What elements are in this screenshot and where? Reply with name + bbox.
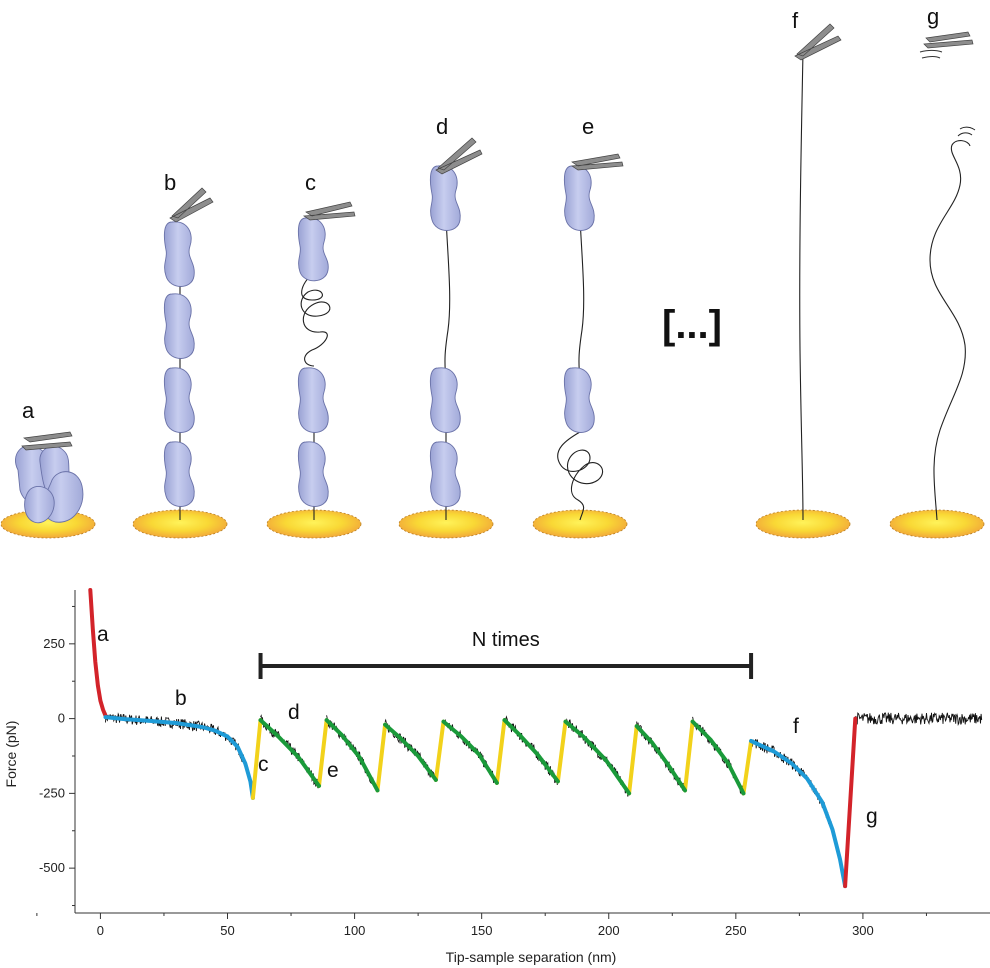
y-tick-label-1: 0 <box>58 711 65 726</box>
x-tick-label-3: 150 <box>471 923 493 938</box>
x-tick-label-4: 200 <box>598 923 620 938</box>
raw-baseline-trace <box>854 712 983 726</box>
substrate-discs <box>0 509 985 539</box>
x-tick-label-6: 300 <box>852 923 874 938</box>
substrate-e <box>532 509 628 539</box>
domain-d2 <box>429 367 461 433</box>
force-chart: 0 50 100 150 200 250 300 250 0 -250 -500 N times a… <box>3 588 990 965</box>
unfold-segment-4 <box>494 718 507 785</box>
domain-e1 <box>563 165 595 231</box>
tether-f <box>799 51 804 521</box>
substrate-g <box>889 509 985 539</box>
n-times-bracket: N times <box>258 629 754 679</box>
wlc-fit-curve <box>103 715 255 800</box>
stage-label-b: b <box>164 170 176 195</box>
stage-label-f: f <box>792 8 799 33</box>
domain-c1 <box>297 217 329 282</box>
y-tick-label-2: -250 <box>39 785 65 800</box>
domain-d3 <box>429 441 461 507</box>
cantilever-f <box>794 23 842 61</box>
domain-fit-segment-3 <box>441 719 499 785</box>
trace-label-d: d <box>288 701 300 724</box>
tether-e-upper <box>578 217 585 381</box>
unfold-segment-0 <box>250 718 263 800</box>
x-tick-label-5: 250 <box>725 923 747 938</box>
tether-c-coil <box>300 271 331 367</box>
cantilever-g-motion <box>919 50 943 59</box>
domain-b1 <box>163 221 195 287</box>
domain-a4 <box>24 485 55 524</box>
wlc-fit-final-curve <box>749 739 848 889</box>
stage-label-e: e <box>582 114 594 139</box>
domain-d1 <box>429 165 461 231</box>
domain-fit-segment-7 <box>690 719 746 796</box>
y-axis-title: Force (pN) <box>3 721 19 788</box>
domain-fit-segment-5 <box>563 719 632 796</box>
contact-release-curve <box>843 716 858 889</box>
domain-b2 <box>163 293 195 359</box>
cantilever-a <box>21 431 73 451</box>
stage-label-g: g <box>927 4 939 29</box>
unfold-segment-6 <box>627 724 639 796</box>
domain-e2 <box>563 367 595 433</box>
chart-axes: 0 50 100 150 200 250 300 250 0 -250 -500 <box>36 590 990 938</box>
cantilever-b <box>169 187 214 223</box>
domain-c3 <box>297 441 329 507</box>
fit-curves <box>88 588 858 889</box>
domain-fit-segment-6 <box>634 724 687 793</box>
trace-label-g: g <box>866 805 878 828</box>
cantilever-g <box>923 31 974 49</box>
stage-label-c: c <box>305 170 316 195</box>
tether-e-coil <box>557 431 604 521</box>
tether-g-flick <box>957 132 973 137</box>
trace-label-e: e <box>327 759 339 782</box>
contact-curve <box>88 588 108 718</box>
x-tick-label-2: 100 <box>344 923 366 938</box>
unfold-segment-8 <box>741 739 754 796</box>
unfold-segment-7 <box>683 719 695 793</box>
ellipsis-bracket: [...] <box>662 303 722 347</box>
y-tick-label-0: 250 <box>43 636 65 651</box>
cantilever-e <box>570 153 624 171</box>
unfold-segment-2 <box>375 722 388 793</box>
domain-b3 <box>163 367 195 433</box>
domain-c2 <box>297 367 329 433</box>
substrate-d <box>398 509 494 539</box>
n-times-label: N times <box>472 629 540 651</box>
substrate-f <box>755 509 851 539</box>
x-tick-label-0: 0 <box>97 923 104 938</box>
domain-fit-segment-4 <box>502 718 560 784</box>
trace-label-c: c <box>258 753 269 776</box>
tether-g <box>929 140 971 521</box>
trace-label-b: b <box>175 687 187 710</box>
stage-label-d: d <box>436 114 448 139</box>
trace-label-f: f <box>793 715 799 738</box>
substrate-b <box>132 509 228 539</box>
substrate-c <box>266 509 362 539</box>
illustration-panel: a b c d e f g [...] <box>0 4 985 539</box>
stage-label-a: a <box>22 398 35 423</box>
unfold-segment-3 <box>433 719 446 782</box>
cantilever-d <box>435 137 483 175</box>
x-tick-label-1: 50 <box>220 923 234 938</box>
domain-b4 <box>163 441 195 507</box>
tether-d <box>444 217 451 381</box>
domain-fit-segment-1 <box>324 718 380 793</box>
x-axis-title: Tip-sample separation (nm) <box>446 949 617 965</box>
folded-protein-a <box>15 445 84 524</box>
trace-letters: a b c d e f g <box>97 623 878 828</box>
domain-fit-segment-0 <box>258 718 321 788</box>
stage-letters: a b c d e f g <box>22 4 939 423</box>
cantilever-c <box>302 201 356 221</box>
protein-domains <box>163 165 595 507</box>
unfold-segment-5 <box>555 719 568 784</box>
raw-wlc-fit-final-trace <box>750 739 845 886</box>
tether-g-flick2 <box>959 126 976 131</box>
trace-label-a: a <box>97 623 109 646</box>
y-tick-label-3: -500 <box>39 860 65 875</box>
unfold-segment-1 <box>317 718 329 788</box>
cantilevers <box>21 23 974 451</box>
domain-fit-segment-2 <box>383 722 438 782</box>
